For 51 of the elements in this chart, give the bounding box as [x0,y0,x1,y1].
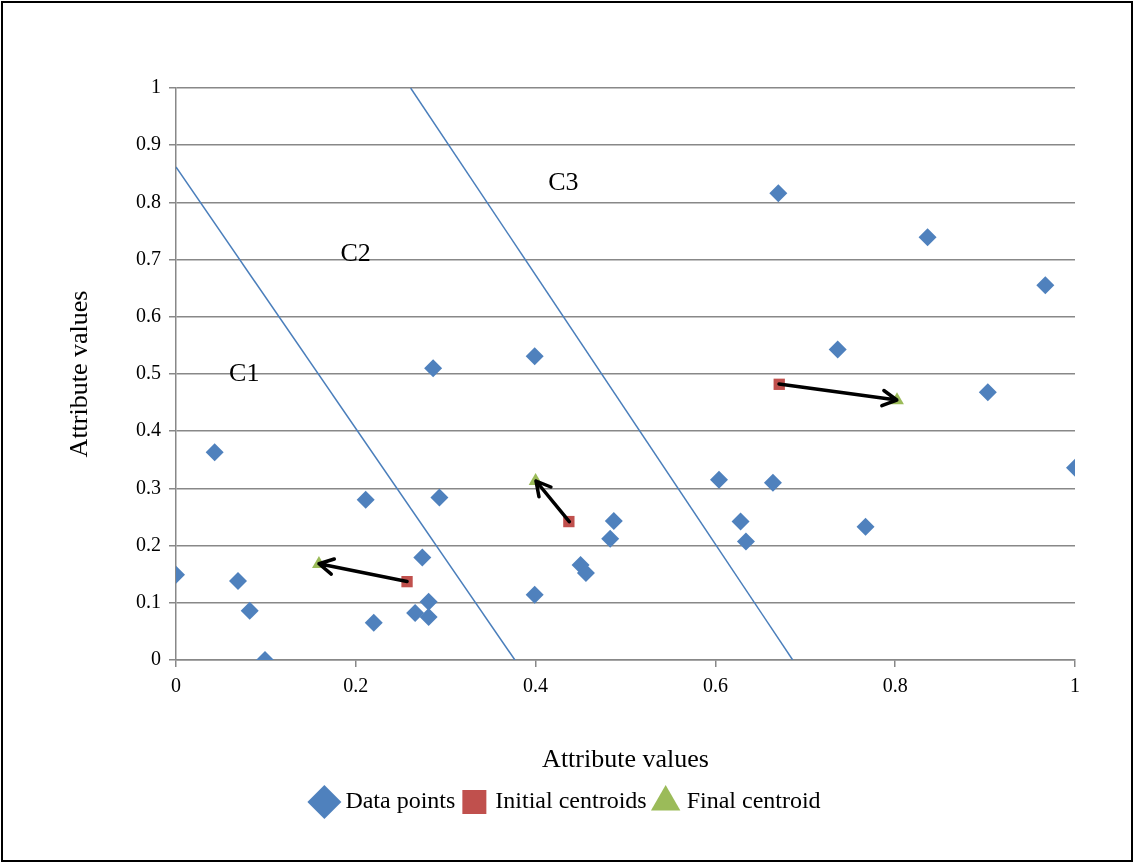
point [1036,276,1055,295]
point [525,347,544,366]
point [736,532,755,551]
annotation: C2 [340,238,371,268]
y-tick-label: 0.1 [136,590,161,613]
point [731,512,750,531]
point [229,572,248,591]
y-tick-label: 0.9 [136,132,161,155]
point [205,443,224,462]
legend-label: Final centroid [686,787,821,814]
x-tick-label: 0.8 [882,674,908,697]
point [413,548,432,567]
y-tick-label: 0.7 [136,246,161,269]
point [763,473,782,492]
x-tick-label: 0.4 [523,674,549,697]
x-tick-label: 0.2 [343,674,369,697]
point [604,512,623,530]
annotation: C1 [229,357,260,387]
y-tick-label: 0.3 [136,475,161,498]
y-tick-label: 0.5 [136,361,161,384]
legend-label: Data points [345,787,456,814]
annotation: C3 [548,166,579,196]
point [918,228,937,247]
y-tick-label: 0 [151,647,161,670]
point [828,340,847,359]
x-axis-title: Attribute values [542,744,709,774]
point [430,488,449,507]
y-tick-label: 0.4 [136,418,161,441]
point [364,613,383,632]
point [419,592,438,611]
y-tick-label: 0.8 [136,189,161,212]
y-tick-label: 0.6 [136,304,161,327]
y-axis-title: Attribute values [64,290,94,458]
y-tick-label: 0.2 [136,532,161,555]
point [240,601,259,620]
point [856,517,875,536]
x-tick-label: 1 [1070,674,1080,697]
point [406,604,425,623]
point [576,564,595,583]
point [424,359,443,378]
point [710,470,728,489]
point [419,608,438,627]
x-tick-label: 0.6 [702,674,728,697]
point [525,585,544,604]
point [356,490,375,509]
x-tick-label: 0 [171,674,181,697]
y-tick-label: 1 [151,75,161,98]
point [769,184,788,203]
point [978,383,997,402]
point [601,529,620,548]
legend-label: Initial centroids [495,787,647,814]
